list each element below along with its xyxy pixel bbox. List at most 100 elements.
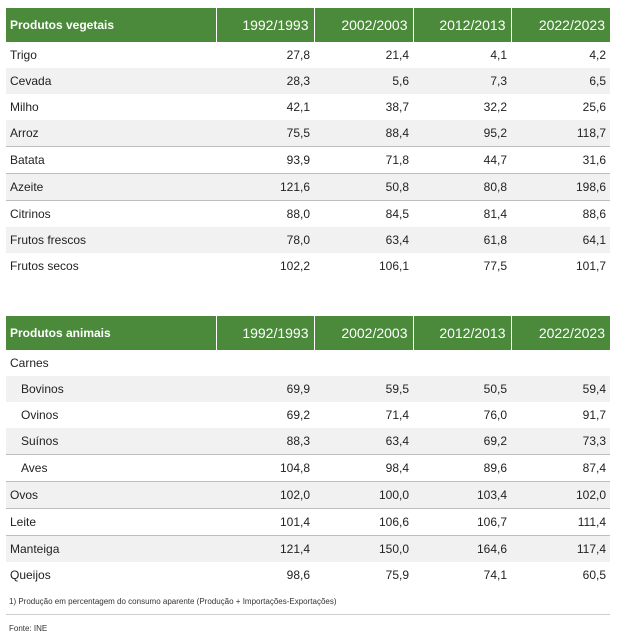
cell-value: 164,6 xyxy=(413,535,511,562)
cell-value: 61,8 xyxy=(413,227,511,253)
cell-value: 50,8 xyxy=(314,173,413,201)
row-label: Frutos secos xyxy=(10,259,79,273)
group-label: Carnes xyxy=(10,356,49,370)
cell-value: 59,5 xyxy=(314,376,413,402)
column-header-1992-1993: 1992/1993 xyxy=(216,316,315,350)
row-label: Ovos xyxy=(6,481,216,509)
cell-value: 44,7 xyxy=(413,146,511,174)
cell-value: 106,6 xyxy=(314,508,413,536)
table-row: Suínos 88,3 63,4 69,2 73,3 xyxy=(6,428,610,455)
table-row: Citrinos 88,0 84,5 81,4 88,6 xyxy=(6,201,610,228)
cell-value: 59,4 xyxy=(511,376,610,402)
animal-products-table: Produtos animais 1992/1993 2002/2003 201… xyxy=(6,316,610,588)
cell-value: 77,5 xyxy=(483,259,507,273)
cell-value: 98,6 xyxy=(286,568,310,582)
cell-value: 7,3 xyxy=(413,68,511,94)
cell-value: 111,4 xyxy=(511,508,610,536)
cell-value: 71,4 xyxy=(385,408,409,422)
cell-value: 98,4 xyxy=(314,454,413,482)
table-row: Arroz 75,5 88,4 95,2 118,7 xyxy=(6,120,610,147)
row-label: Batata xyxy=(6,146,216,174)
cell-value: 74,1 xyxy=(483,568,507,582)
table-row: Frutos secos 102,2 106,1 77,5 101,7 xyxy=(6,253,610,279)
row-label: Cevada xyxy=(6,68,216,94)
row-label: Azeite xyxy=(6,173,216,201)
footnote: 1) Produção em percentagem do consumo ap… xyxy=(9,597,337,606)
cell-value: 91,7 xyxy=(582,408,606,422)
table-row: Ovos 102,0 100,0 103,4 102,0 xyxy=(6,481,610,509)
cell-value: 87,4 xyxy=(511,454,610,482)
cell-value: 27,8 xyxy=(286,48,310,62)
cell-value: 25,6 xyxy=(582,100,606,114)
cell-value: 75,9 xyxy=(385,568,409,582)
cell-value: 63,4 xyxy=(314,227,413,253)
cell-value: 101,4 xyxy=(216,508,314,536)
row-label: Manteiga xyxy=(6,535,216,562)
cell-value: 88,4 xyxy=(314,120,413,147)
column-header-product: Produtos vegetais xyxy=(6,8,217,42)
cell-value: 64,1 xyxy=(511,227,610,253)
row-label: Suínos xyxy=(6,428,216,455)
row-label: Frutos frescos xyxy=(6,227,216,253)
cell-value: 106,7 xyxy=(413,508,511,536)
cell-value: 88,0 xyxy=(286,207,310,221)
cell-value: 78,0 xyxy=(216,227,314,253)
cell-value: 38,7 xyxy=(385,100,409,114)
divider xyxy=(6,614,610,615)
cell-value: 71,8 xyxy=(314,146,413,174)
source-note: Fonte: INE xyxy=(9,624,48,633)
column-header-2022-2023: 2022/2023 xyxy=(511,8,610,42)
group-row: Carnes xyxy=(6,350,610,376)
cell-value: 117,4 xyxy=(511,535,610,562)
cell-value: 198,6 xyxy=(511,173,610,201)
cell-value: 6,5 xyxy=(511,68,610,94)
plant-products-table: Produtos vegetais 1992/1993 2002/2003 20… xyxy=(6,8,610,279)
row-label: Citrinos xyxy=(10,207,51,221)
table-row: Bovinos 69,9 59,5 50,5 59,4 xyxy=(6,376,610,402)
cell-value: 69,9 xyxy=(216,376,314,402)
cell-value: 50,5 xyxy=(413,376,511,402)
cell-value: 63,4 xyxy=(314,428,413,455)
cell-value: 93,9 xyxy=(216,146,314,174)
cell-value: 75,5 xyxy=(216,120,314,147)
cell-value: 95,2 xyxy=(413,120,511,147)
cell-value: 31,6 xyxy=(511,146,610,174)
table-row: Frutos frescos 78,0 63,4 61,8 64,1 xyxy=(6,227,610,253)
cell-value: 102,0 xyxy=(511,481,610,509)
table-row: Ovinos 69,2 71,4 76,0 91,7 xyxy=(6,402,610,428)
cell-value: 121,4 xyxy=(216,535,314,562)
cell-value: 73,3 xyxy=(511,428,610,455)
cell-value: 81,4 xyxy=(483,207,507,221)
cell-value: 4,1 xyxy=(490,48,507,62)
cell-value: 42,1 xyxy=(286,100,310,114)
row-label: Queijos xyxy=(10,568,51,582)
cell-value: 150,0 xyxy=(314,535,413,562)
cell-value: 60,5 xyxy=(582,568,606,582)
table-row: Milho 42,1 38,7 32,2 25,6 xyxy=(6,94,610,120)
cell-value: 32,2 xyxy=(483,100,507,114)
column-header-2002-2003: 2002/2003 xyxy=(314,316,414,350)
column-header-2002-2003: 2002/2003 xyxy=(314,8,414,42)
cell-value: 88,6 xyxy=(582,207,606,221)
cell-value: 103,4 xyxy=(413,481,511,509)
cell-value: 102,2 xyxy=(279,259,310,273)
cell-value: 21,4 xyxy=(385,48,409,62)
cell-value: 76,0 xyxy=(483,408,507,422)
row-label: Arroz xyxy=(6,120,216,147)
cell-value: 84,5 xyxy=(385,207,409,221)
cell-value: 121,6 xyxy=(216,173,314,201)
row-label: Milho xyxy=(10,100,39,114)
table-header-row: Produtos animais 1992/1993 2002/2003 201… xyxy=(6,316,610,350)
cell-value: 106,1 xyxy=(378,259,409,273)
cell-value: 5,6 xyxy=(314,68,413,94)
table-row: Aves 104,8 98,4 89,6 87,4 xyxy=(6,454,610,482)
cell-value: 100,0 xyxy=(314,481,413,509)
cell-value: 80,8 xyxy=(413,173,511,201)
cell-value: 102,0 xyxy=(216,481,314,509)
table-row: Trigo 27,8 21,4 4,1 4,2 xyxy=(6,42,610,68)
table-row: Queijos 98,6 75,9 74,1 60,5 xyxy=(6,562,610,588)
table-row: Azeite 121,6 50,8 80,8 198,6 xyxy=(6,173,610,201)
table-header-row: Produtos vegetais 1992/1993 2002/2003 20… xyxy=(6,8,610,42)
column-header-1992-1993: 1992/1993 xyxy=(216,8,315,42)
cell-value: 101,7 xyxy=(575,259,606,273)
